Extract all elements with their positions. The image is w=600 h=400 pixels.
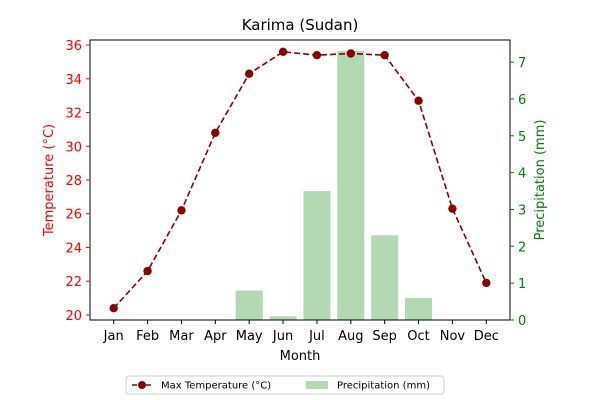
temperature-point-apr xyxy=(211,128,220,137)
left-y-tick-label: 22 xyxy=(65,275,82,290)
left-y-tick-label: 36 xyxy=(65,39,82,54)
left-y-tick-label: 30 xyxy=(65,140,82,155)
right-y-tick-label: 0 xyxy=(518,314,526,329)
temperature-point-oct xyxy=(414,96,423,105)
precipitation-bars xyxy=(235,51,433,320)
x-tick-label: Jun xyxy=(272,329,293,344)
legend-temperature-marker xyxy=(138,381,146,389)
x-tick-label: Nov xyxy=(440,329,466,344)
x-tick-label: May xyxy=(236,329,263,344)
axes: Jan Feb Mar Apr May Jun Jul Aug Sep Oct Nov Dec2022… xyxy=(65,39,526,344)
legend-precipitation-swatch xyxy=(306,381,328,389)
precipitation-bar-jul xyxy=(303,191,331,320)
right-y-tick-label: 6 xyxy=(518,93,526,108)
temperature-point-nov xyxy=(448,204,457,213)
right-y-tick-label: 4 xyxy=(518,167,526,182)
x-tick-label: Mar xyxy=(169,329,194,344)
right-y-tick-label: 2 xyxy=(518,240,526,255)
left-y-tick-label: 26 xyxy=(65,208,82,223)
precipitation-bar-sep xyxy=(371,235,399,320)
x-tick-label: Sep xyxy=(372,329,397,344)
temperature-line xyxy=(109,47,491,313)
x-tick-label: Apr xyxy=(204,329,227,344)
legend: Max Temperature (°C) Precipitation (mm) xyxy=(125,375,445,395)
temperature-point-mar xyxy=(177,206,186,215)
right-y-tick-label: 7 xyxy=(518,56,526,71)
temperature-series-line xyxy=(113,50,488,309)
precipitation-bar-may xyxy=(235,290,263,320)
x-tick-label: Oct xyxy=(407,329,429,344)
left-y-tick-label: 34 xyxy=(65,73,82,88)
x-tick-label: Jan xyxy=(103,329,124,344)
temperature-point-may xyxy=(244,69,254,78)
x-tick-label: Feb xyxy=(136,329,159,344)
temperature-point-aug xyxy=(346,49,356,58)
temperature-point-dec xyxy=(482,278,491,288)
x-tick-label: Aug xyxy=(338,329,363,344)
x-tick-label: Jul xyxy=(308,329,325,344)
plot-frame xyxy=(89,39,511,321)
legend-precipitation-label: Precipitation (mm) xyxy=(337,381,430,392)
temperature-point-jun xyxy=(278,47,288,57)
precipitation-bar-oct xyxy=(405,297,433,320)
left-y-tick-label: 32 xyxy=(65,107,82,122)
temperature-point-feb xyxy=(143,266,152,276)
chart-title: Karima (Sudan) xyxy=(242,16,359,34)
temperature-point-jan xyxy=(109,303,118,313)
right-y-tick-label: 5 xyxy=(518,130,526,145)
x-tick-label: Dec xyxy=(474,329,499,344)
right-y-axis-label: Precipitation (mm) xyxy=(533,120,548,241)
temperature-point-jul xyxy=(312,50,322,60)
left-y-axis-label: Temperature (°C) xyxy=(42,124,57,237)
right-y-tick-label: 3 xyxy=(518,203,526,218)
legend-box xyxy=(125,375,445,395)
right-y-tick-label: 1 xyxy=(518,277,526,292)
left-y-tick-label: 28 xyxy=(65,174,82,189)
x-axis-label: Month xyxy=(280,349,321,364)
temperature-point-sep xyxy=(380,50,389,60)
legend-temperature-label: Max Temperature (°C) xyxy=(161,381,271,392)
precipitation-bar-aug xyxy=(337,51,365,320)
precipitation-bar-jun xyxy=(269,316,297,320)
left-y-tick-label: 20 xyxy=(65,309,82,324)
left-y-tick-label: 24 xyxy=(65,241,82,256)
